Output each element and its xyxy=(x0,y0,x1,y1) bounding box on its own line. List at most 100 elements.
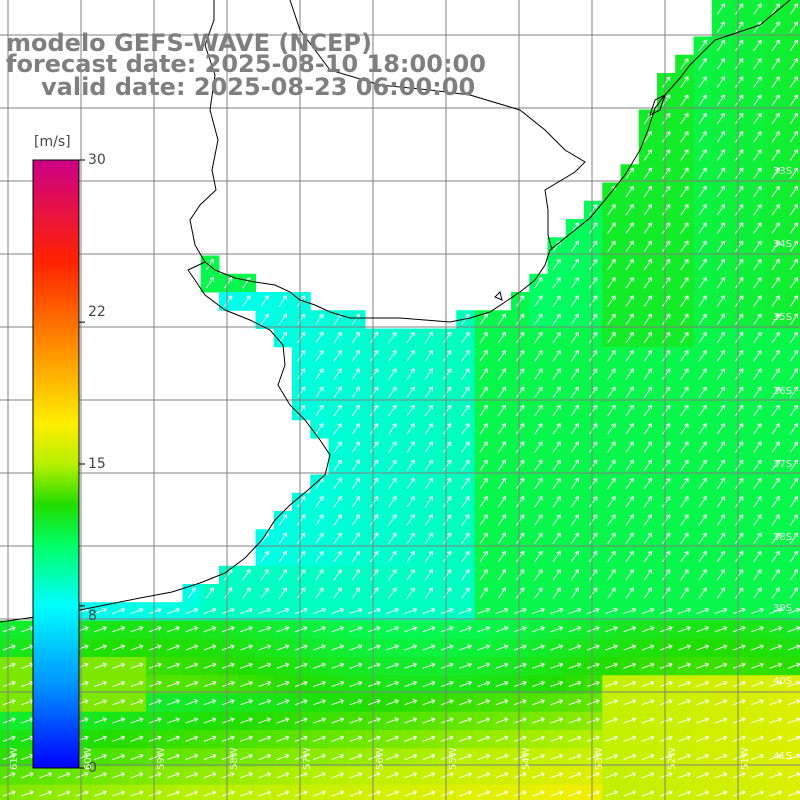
wind-arrow xyxy=(716,204,726,216)
wind-arrow xyxy=(735,21,744,33)
wind-arrow xyxy=(315,350,324,362)
wind-cell xyxy=(146,784,165,800)
wind-cell xyxy=(182,784,202,800)
wind-cell xyxy=(784,492,800,512)
wind-arrow xyxy=(570,404,580,417)
wind-arrow xyxy=(589,222,598,234)
wind-arrow xyxy=(735,404,744,417)
wind-cell xyxy=(310,784,329,800)
wind-arrow xyxy=(333,331,342,344)
wind-arrow xyxy=(698,386,707,398)
wind-arrow xyxy=(789,368,799,380)
wind-arrow xyxy=(771,277,780,289)
wind-cell xyxy=(784,419,800,439)
wind-arrow xyxy=(735,112,744,125)
wind-arrow xyxy=(716,94,726,106)
wind-arrow xyxy=(552,295,561,307)
wind-cell xyxy=(219,784,238,800)
wind-cell xyxy=(255,784,275,800)
wind-arrow xyxy=(534,277,543,289)
wind-arrow xyxy=(735,258,744,271)
wind-arrow xyxy=(607,404,616,417)
lat-label-39s: 39S xyxy=(773,603,793,614)
wind-arrow xyxy=(315,404,324,417)
wind-arrow xyxy=(625,222,634,234)
wind-arrow xyxy=(716,386,726,398)
wind-cell xyxy=(784,109,800,129)
wind-arrow xyxy=(753,222,762,234)
lat-label-33s: 33S xyxy=(773,166,793,177)
wind-cell xyxy=(0,784,19,800)
wind-arrow xyxy=(570,350,580,362)
wind-arrow xyxy=(789,149,799,161)
wind-arrow xyxy=(716,277,726,289)
wind-arrow xyxy=(589,240,598,252)
wind-arrow xyxy=(643,368,653,380)
wind-arrow xyxy=(424,350,434,362)
wind-arrow xyxy=(552,441,561,453)
wind-arrow xyxy=(735,240,744,252)
wind-cell xyxy=(292,784,311,800)
wind-cell xyxy=(784,36,800,56)
wind-arrow xyxy=(753,258,762,271)
wind-arrow xyxy=(643,167,653,179)
lon-label-52w: 52W xyxy=(667,747,678,770)
wind-arrow xyxy=(789,167,799,179)
wind-arrow xyxy=(589,258,598,271)
wind-cell xyxy=(784,273,800,293)
wind-arrow xyxy=(789,94,799,106)
wind-arrow xyxy=(424,423,434,435)
lat-label-35s: 35S xyxy=(773,312,793,323)
wind-arrow xyxy=(607,423,616,435)
wind-cell xyxy=(346,784,366,800)
wind-arrow xyxy=(716,58,726,70)
wind-arrow xyxy=(789,386,799,398)
wind-arrow xyxy=(388,441,397,453)
wind-cell xyxy=(784,292,800,311)
wind-arrow xyxy=(716,185,726,198)
wind-arrow xyxy=(643,222,653,234)
wind-arrow xyxy=(789,112,799,125)
wind-arrow xyxy=(370,350,379,362)
wind-arrow xyxy=(753,386,762,398)
wind-arrow xyxy=(534,295,543,307)
wind-arrow xyxy=(516,386,525,398)
wind-arrow xyxy=(680,386,689,398)
wind-arrow xyxy=(333,441,342,453)
wind-arrow xyxy=(443,423,452,435)
wind-arrow xyxy=(643,277,653,289)
wind-arrow xyxy=(789,185,799,198)
wind-cell xyxy=(511,784,530,800)
wind-cell xyxy=(784,511,800,530)
wind-arrow xyxy=(680,331,689,344)
wind-arrow xyxy=(643,423,653,435)
wind-arrow xyxy=(534,423,543,435)
wind-arrow xyxy=(698,240,707,252)
wind-cell xyxy=(200,784,220,800)
wind-arrow xyxy=(424,331,434,344)
wind-arrow xyxy=(497,350,507,362)
wind-arrow xyxy=(771,423,780,435)
wind-cell xyxy=(657,784,676,800)
wind-arrow xyxy=(680,131,689,143)
wind-arrow xyxy=(497,331,507,344)
wind-arrow xyxy=(662,441,671,453)
wind-arrow xyxy=(607,277,616,289)
wind-arrow xyxy=(479,368,488,380)
wind-arrow xyxy=(351,441,361,453)
wind-arrow xyxy=(315,331,324,344)
wind-arrow xyxy=(680,112,689,125)
wind-arrow xyxy=(662,222,671,234)
wind-arrow xyxy=(662,112,671,125)
lon-label-53w: 53W xyxy=(594,747,605,770)
wind-cell xyxy=(529,784,548,800)
wind-arrow xyxy=(443,459,452,471)
wind-arrow xyxy=(370,404,379,417)
wind-arrow xyxy=(607,459,616,471)
wind-arrow xyxy=(698,441,707,453)
wind-cell xyxy=(438,784,457,800)
wind-arrow xyxy=(716,295,726,307)
wind-arrow xyxy=(570,313,580,325)
wind-arrow xyxy=(735,94,744,106)
